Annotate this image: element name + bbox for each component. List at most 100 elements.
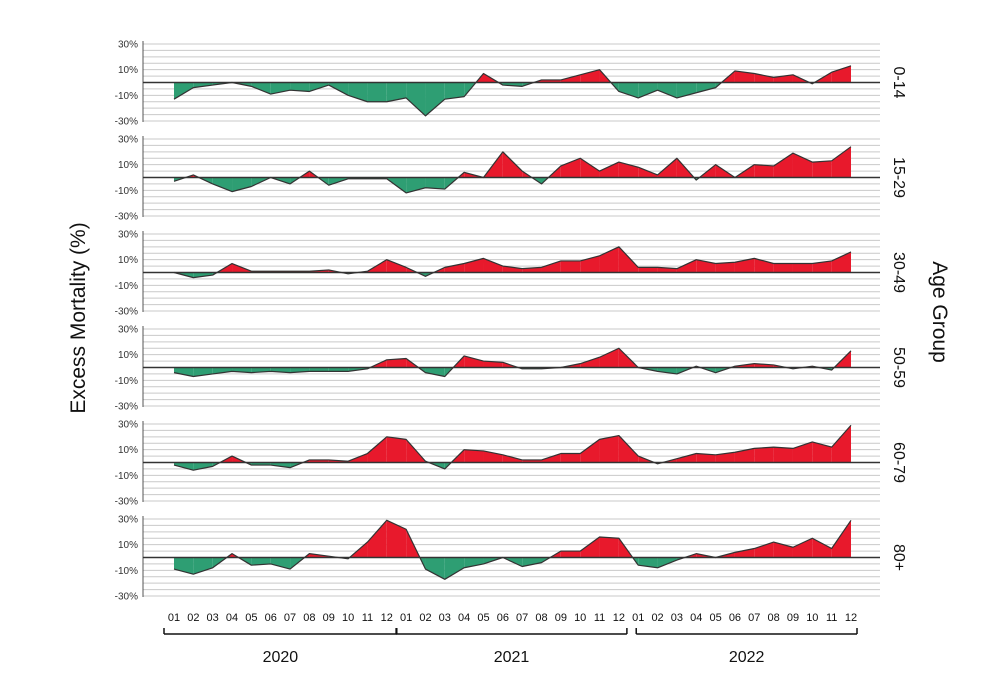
area-segment-positive [580,357,600,368]
month-tick-label: 08 [303,612,315,624]
area-segment-negative [270,557,291,570]
y-tick-label: -30% [115,117,138,128]
month-tick-label: 02 [419,612,431,624]
facet-axis-title: Age Group [928,261,951,363]
month-tick-label: 01 [168,612,180,624]
month-tick-label: 04 [226,612,238,624]
area-segment-positive [618,246,639,273]
x-axis: 01 02 03 04 05 06 07 08 09 10 11 12 01 02 03 04 05 06 07 08… [163,612,858,666]
area-segment-negative [522,557,542,567]
month-tick-label: 09 [323,612,335,624]
area-segment-positive [580,439,600,463]
series-line-60-79 [173,424,852,471]
area-segment-positive [773,447,793,463]
area-segment-positive [773,153,793,178]
area-segment-negative [425,367,445,377]
area-segment-negative [425,177,445,190]
area-segment-positive [386,358,407,368]
area-segment-negative [251,82,271,95]
area-segment-negative [174,367,194,377]
facet-label: 80+ [890,544,907,571]
area-segment-negative [174,82,194,100]
y-tick-label: -10% [115,281,138,292]
area-segment-positive [831,146,851,178]
month-tick-label: 11 [594,612,605,624]
area-segment-positive [502,151,523,178]
month-tick-label: 11 [826,612,837,624]
month-tick-label: 11 [362,612,373,624]
facet-label: 0-14 [890,66,907,98]
area-segment-positive [386,520,407,558]
area-segment-positive [502,266,523,273]
month-tick-label: 07 [284,612,296,624]
panel-60-79: 30% 10% -10% -30% 60-79 [115,420,907,508]
area-segment-positive [599,162,619,178]
area-segment-negative [270,82,291,95]
facet-label: 50-59 [890,347,907,388]
area-segment-negative [638,557,658,568]
area-segment-positive [580,69,600,83]
area-segment-negative [657,367,677,374]
area-segment-positive [734,258,755,273]
y-tick-label: 30% [118,420,138,431]
area-segment-positive [676,259,697,273]
area-segment-positive [715,262,735,273]
area-segment-positive [541,260,561,273]
month-tick-label: 09 [555,612,567,624]
month-tick-label: 05 [245,612,257,624]
y-tick-label: 10% [118,350,138,361]
y-tick-label: 10% [118,255,138,266]
area-segment-negative [696,82,716,93]
series-line-30-49 [173,246,852,279]
area-segment-negative [193,82,213,88]
month-tick-label: 03 [439,612,451,624]
area-segment-positive [367,436,387,463]
y-tick-label: 30% [118,325,138,336]
area-segment-positive [618,435,639,463]
area-segment-positive [599,536,619,558]
facet-label: 60-79 [890,442,907,483]
area-segment-positive [599,246,619,273]
area-segment-positive [483,258,503,273]
panel-80+: 30% 10% -10% -30% 80+ [115,515,907,603]
area-segment-negative [290,82,310,92]
area-segment-positive [560,260,581,273]
area-segment-positive [831,520,851,558]
area-segment-negative [657,82,677,98]
area-segment-positive [580,158,600,178]
month-tick-label: 06 [265,612,277,624]
area-segment-positive [386,436,407,463]
month-tick-label: 12 [845,612,857,624]
area-segment-negative [309,82,329,92]
area-segment-negative [386,82,407,102]
area-segment-positive [812,260,832,273]
y-tick-label: 30% [118,230,138,241]
area-segment-negative [444,557,465,580]
area-segment-positive [792,538,813,558]
area-segment-negative [367,82,387,102]
y-tick-label: -30% [115,402,138,413]
series-line-0-14 [173,65,852,117]
y-tick-label: 10% [118,540,138,551]
area-segment-negative [425,557,445,580]
month-tick-label: 04 [458,612,470,624]
month-tick-label: 10 [574,612,586,624]
area-segment-positive [812,538,832,558]
y-tick-label: -30% [115,307,138,318]
area-segment-negative [309,367,329,372]
year-label: 2021 [494,649,530,666]
y-tick-label: -30% [115,592,138,603]
month-tick-label: 10 [806,612,818,624]
y-tick-label: -10% [115,91,138,102]
facet-label: 15-29 [890,157,907,198]
month-tick-label: 06 [729,612,741,624]
area-segment-positive [812,160,832,178]
month-tick-label: 08 [535,612,547,624]
area-segment-positive [812,441,832,463]
area-segment-positive [580,536,600,558]
month-tick-label: 12 [613,612,625,624]
month-tick-label: 09 [787,612,799,624]
area-segment-negative [464,557,484,568]
area-segment-positive [560,551,581,558]
